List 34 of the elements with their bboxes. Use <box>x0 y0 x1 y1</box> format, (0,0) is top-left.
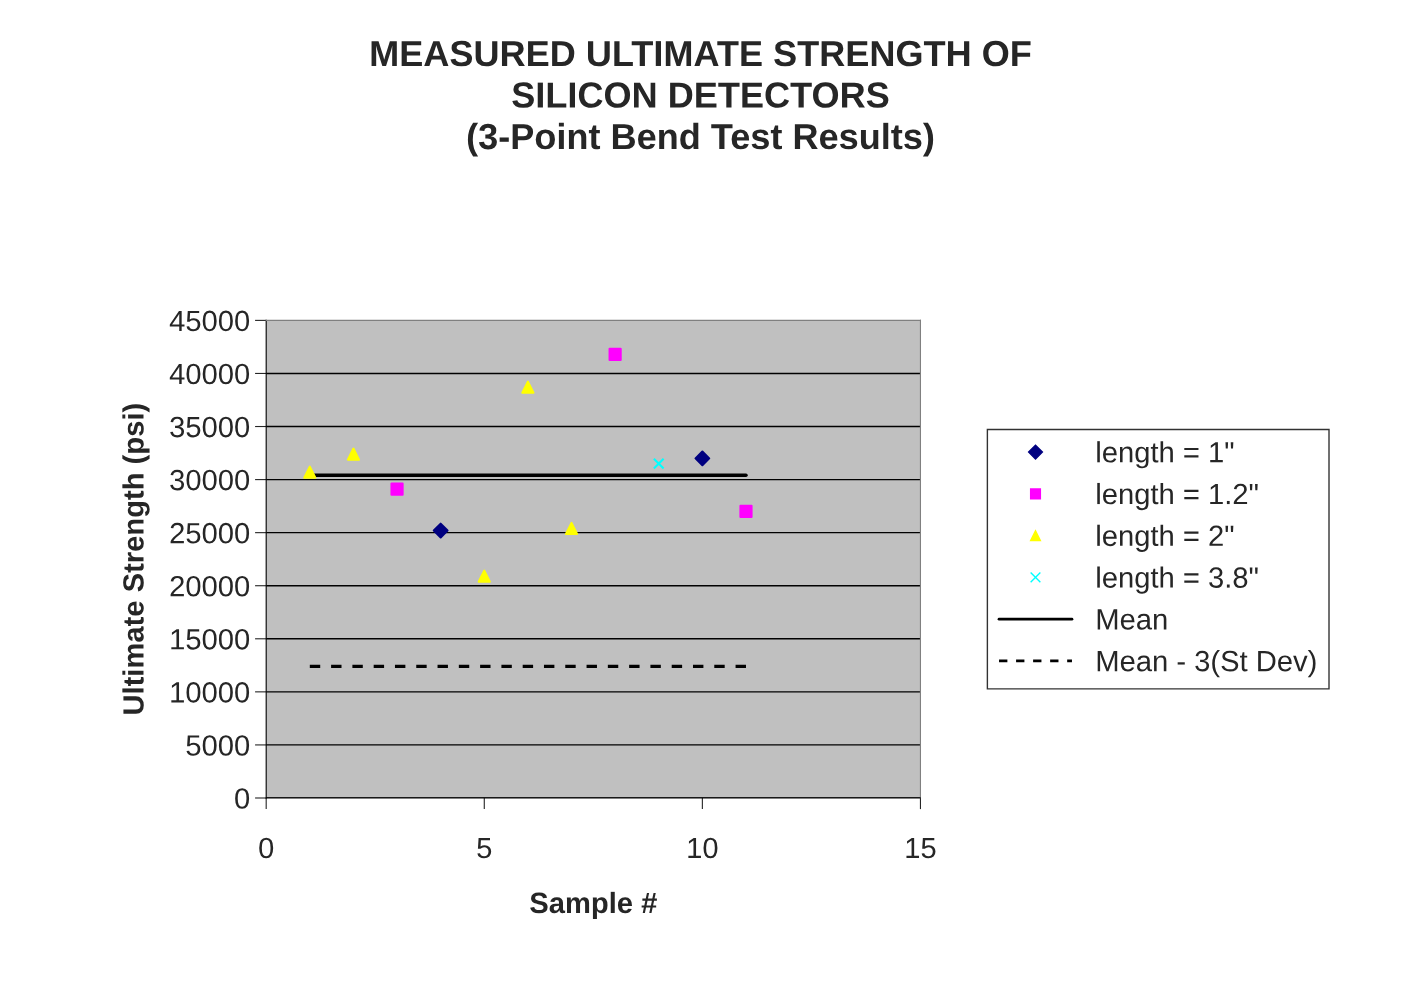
y-tick-label: 40000 <box>169 363 250 385</box>
point <box>390 482 404 496</box>
y-tick-label: 25000 <box>170 522 250 544</box>
y-tick-label: 15000 <box>171 628 250 650</box>
y-tick-label: 20000 <box>170 575 250 597</box>
y-tick-label: 35000 <box>170 416 250 438</box>
point <box>432 522 449 539</box>
point <box>694 450 711 467</box>
legend-label: length = 2" <box>1097 524 1234 552</box>
point <box>303 465 317 479</box>
x-tick-label: 10 <box>688 837 718 859</box>
point <box>477 569 491 583</box>
y-axis-title: Ultimate Strength (psi) <box>122 404 150 714</box>
point <box>652 457 665 470</box>
point <box>739 504 753 519</box>
point <box>346 447 361 461</box>
point <box>608 347 622 361</box>
y-tick-label: 45000 <box>169 310 250 332</box>
legend-label: length = 1" <box>1097 441 1234 469</box>
point <box>564 521 579 536</box>
x-tick-label: 15 <box>906 837 936 859</box>
chart-title: MEASURED ULTIMATE STRENGTH OF SILICON DETECTORS (3-Point Bend Test Results) <box>371 40 1031 157</box>
legend-label: length = 3.8" <box>1097 566 1258 594</box>
point <box>521 380 535 394</box>
y-tick-label: 5000 <box>186 735 250 756</box>
x-tick-label: 0 <box>259 837 274 859</box>
x-axis-title: Sample # <box>530 891 657 920</box>
y-tick-label: 30000 <box>170 469 250 491</box>
legend-label: length = 1.2" <box>1097 482 1258 511</box>
legend-label: Mean <box>1097 609 1167 630</box>
y-tick-label: 0 <box>235 788 250 809</box>
x-tick-label: 5 <box>477 837 492 859</box>
y-tick-label: 10000 <box>171 682 250 703</box>
legend-label: Mean - 3(St Dev) <box>1097 650 1316 678</box>
